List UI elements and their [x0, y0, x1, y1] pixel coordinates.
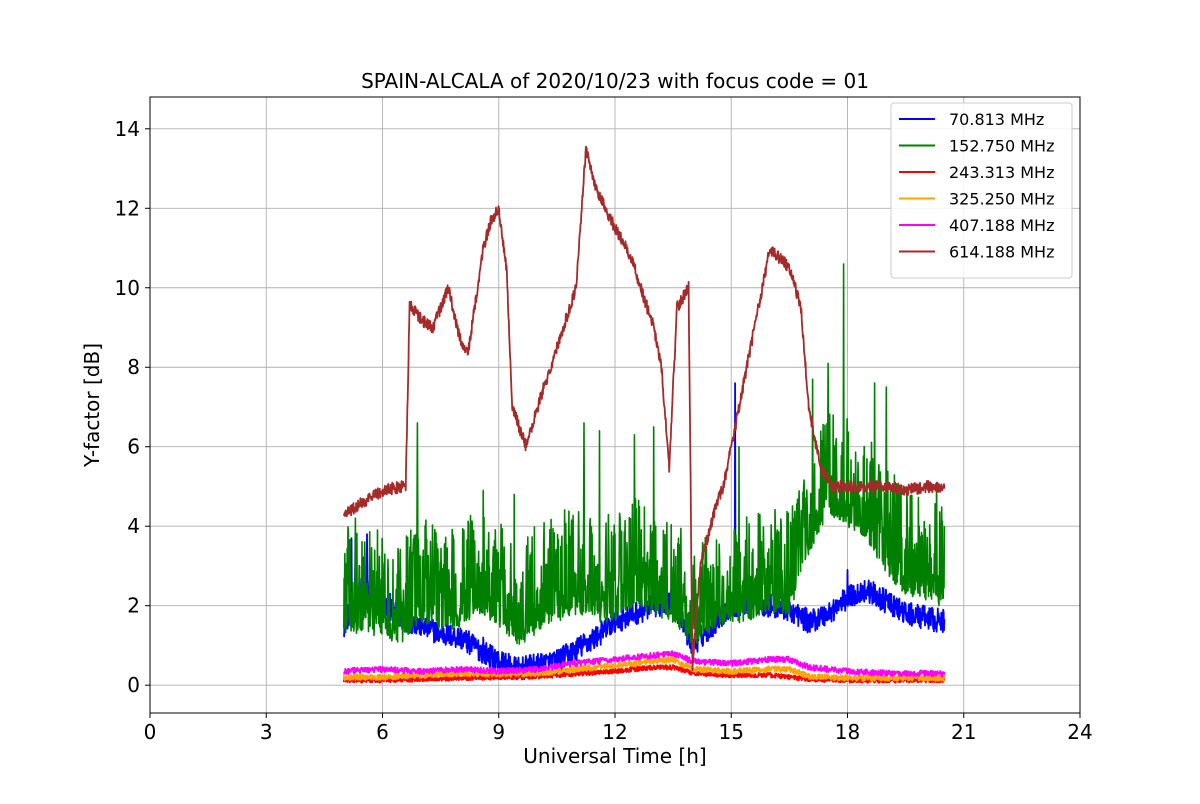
y-tick-label: 2	[127, 594, 140, 618]
x-tick-label: 21	[951, 720, 976, 744]
legend-label: 325.250 MHz	[949, 190, 1054, 209]
x-tick-label: 24	[1067, 720, 1092, 744]
legend-label: 614.188 MHz	[949, 243, 1054, 262]
legend-label: 152.750 MHz	[949, 137, 1054, 156]
y-tick-label: 6	[127, 435, 140, 459]
x-tick-label: 0	[144, 720, 157, 744]
y-tick-label: 14	[115, 117, 140, 141]
y-tick-label: 8	[127, 355, 140, 379]
series-line	[342, 382, 946, 681]
series-line	[342, 655, 946, 682]
legend-label: 70.813 MHz	[949, 110, 1044, 129]
legend-box	[890, 102, 1073, 279]
series-line	[342, 650, 946, 678]
y-tick-label: 10	[115, 276, 140, 300]
legend-label: 243.313 MHz	[949, 163, 1054, 182]
x-tick-label: 18	[835, 720, 860, 744]
x-tick-label: 15	[719, 720, 744, 744]
series-line	[342, 145, 946, 672]
y-axis-label: Y-factor [dB]	[80, 343, 104, 468]
x-tick-label: 3	[260, 720, 273, 744]
legend: 70.813 MHz 152.750 MHz 243.313 MHz 325.250 …	[890, 102, 1073, 279]
y-tick-label: 4	[127, 514, 140, 538]
series-line	[343, 263, 946, 645]
x-tick-label: 12	[602, 720, 627, 744]
y-tick-label: 0	[127, 673, 140, 697]
x-tick-label: 9	[492, 720, 505, 744]
legend-label: 407.188 MHz	[949, 216, 1054, 235]
series-layer	[342, 145, 946, 684]
x-tick-label: 6	[376, 720, 389, 744]
y-tick-label: 12	[115, 196, 140, 220]
x-axis-label: Universal Time [h]	[523, 744, 706, 768]
chart-title: SPAIN-ALCALA of 2020/10/23 with focus co…	[361, 69, 869, 93]
